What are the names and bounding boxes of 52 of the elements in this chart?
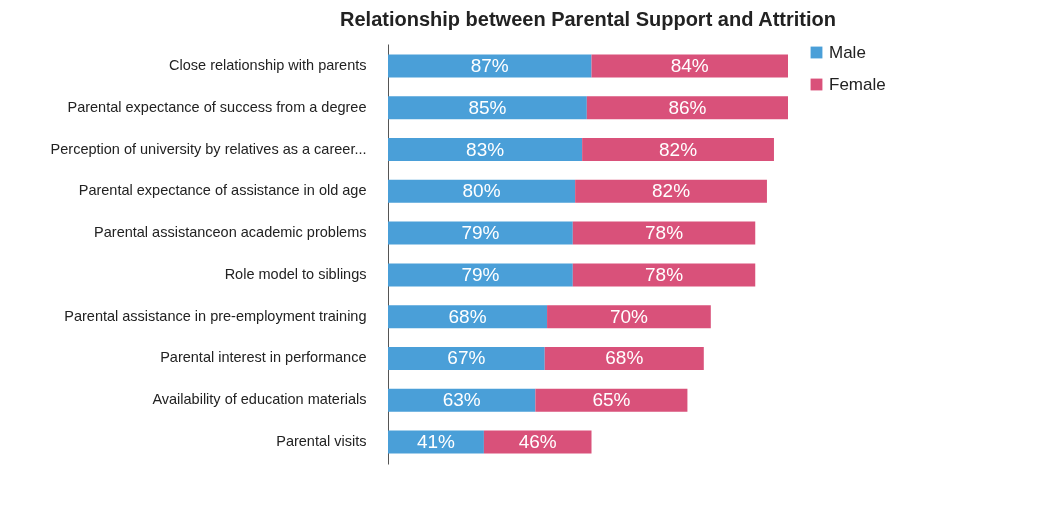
bar [388,346,545,370]
bar [572,221,756,245]
data-label: 82% [659,138,698,160]
bar [388,305,548,329]
data-label: 65% [592,389,631,411]
bar [483,430,592,454]
data-label: 67% [447,347,486,369]
data-label: 63% [442,389,481,411]
bar [535,388,688,412]
data-label: 87% [470,54,509,76]
bar [572,263,756,287]
data-label: 41% [416,431,456,453]
y-tick-label: Parental assistance in pre-employment training [64,307,367,324]
data-label: 68% [605,347,644,369]
bar [388,388,536,412]
bar [586,96,788,120]
data-label: 70% [609,305,649,327]
y-tick-label: Parental expectance of success from a degree [67,98,367,115]
legend-label: Female [829,74,886,94]
bar [388,138,583,162]
legend-label: Male [829,42,866,62]
bar [582,138,774,162]
data-label: 85% [468,96,507,118]
data-label: 79% [461,222,500,244]
bar [547,305,711,329]
y-tick-label: Perception of university by relatives as a career... [50,140,367,157]
bar [388,221,573,245]
data-label: 84% [670,54,709,76]
y-tick-label: Parental interest in performance [160,349,367,366]
chart-title: Relationship between Parental Support and Attrition [340,8,836,30]
data-label: 80% [462,180,501,202]
y-tick-label: Parental visits [276,433,367,450]
data-label: 68% [448,305,487,327]
data-label: 83% [466,138,505,160]
bar [575,179,767,203]
bar [388,96,587,120]
bar [591,54,788,78]
y-tick-label: Parental assistanceon academic problems [94,224,367,241]
y-tick-label: Role model to siblings [224,265,367,282]
data-label: 82% [652,180,691,202]
bar [388,179,576,203]
data-label: 79% [461,263,500,285]
data-label: 86% [668,96,707,118]
y-tick-label: Close relationship with parents [169,56,367,73]
data-label: 78% [645,263,684,285]
bar [388,263,573,287]
data-label: 78% [645,222,684,244]
bar [544,346,704,370]
y-tick-label: Availability of education materials [152,391,367,408]
data-label: 46% [518,431,557,453]
y-tick-label: Parental expectance of assistance in old age [78,182,367,199]
bar [388,54,592,78]
